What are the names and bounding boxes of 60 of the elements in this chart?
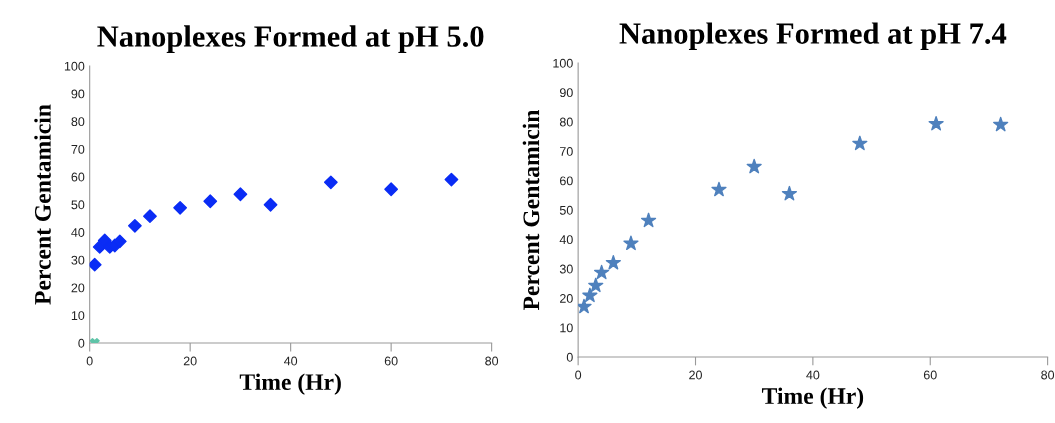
point [263,197,278,212]
y-tick-label: 70 [560,147,573,156]
point [993,116,1009,132]
y-tick-label: 70 [71,144,85,154]
point [578,298,592,314]
point [588,277,604,293]
point [127,218,142,233]
y-tick-label: 30 [559,264,573,274]
y-tick-label: 10 [560,323,573,333]
y-tick-label: 50 [71,200,85,210]
x-tick-label: 20 [689,370,702,380]
x-tick-label: 80 [1041,370,1055,380]
point [746,158,762,174]
y-tick-label: 90 [559,88,573,98]
point [582,287,598,303]
y-tick-label: 100 [64,61,85,71]
point [233,187,248,202]
y-tick-label: 60 [560,176,573,186]
y-tick-label: 0 [78,338,85,348]
x-axis-title: Time (Hr) [239,373,341,395]
chart-title: Nanoplexes Formed at pH 5.0 [97,25,484,54]
point [623,235,639,251]
y-tick-label: 80 [559,117,573,127]
point [605,254,621,270]
y-axis-title: Percent Gentamicin [34,104,51,305]
x-tick-label: 60 [923,370,937,380]
x-tick-label: 60 [384,356,398,366]
point [711,181,727,197]
point [444,172,459,187]
point [640,212,657,228]
y-tick-label: 20 [560,294,573,303]
y-tick-label: 90 [71,89,85,99]
y-tick-label: 60 [71,172,85,182]
y-tick-label: 40 [71,228,85,237]
point [852,135,868,151]
x-tick-label: 40 [283,356,298,366]
y-tick-label: 80 [71,117,85,127]
x-tick-label: 0 [86,356,93,366]
point [928,115,944,131]
point [203,194,218,209]
x-tick-label: 40 [806,370,820,380]
point [173,200,188,215]
x-tick-label: 20 [183,356,197,366]
point [323,175,338,190]
y-axis-title: Percent Gentamicin [522,109,540,311]
point [143,209,157,224]
y-tick-label: 100 [553,58,573,68]
y-tick-label: 10 [71,311,85,320]
point [593,264,610,280]
x-tick-label: 80 [485,356,499,366]
chart-title: Nanoplexes Formed at pH 7.4 [619,22,1007,51]
y-tick-label: 20 [71,283,85,293]
point [781,185,798,201]
x-tick-label: 0 [575,370,582,380]
point [89,257,102,272]
x-axis-title: Time (Hr) [761,387,864,409]
point [384,182,399,197]
y-tick-label: 30 [71,255,85,265]
y-tick-label: 50 [559,205,573,215]
y-tick-label: 40 [559,235,573,245]
